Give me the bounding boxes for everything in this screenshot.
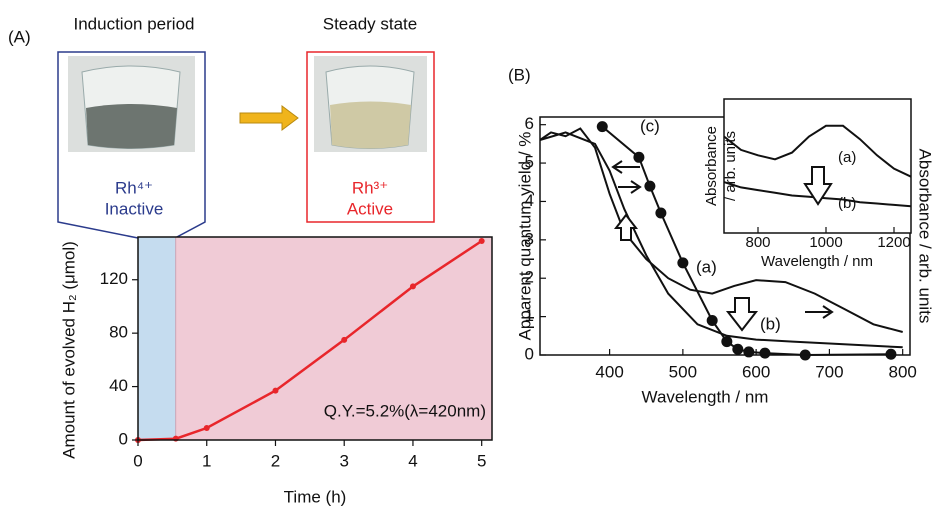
x-axis-label: Time (h): [284, 487, 347, 506]
y-tick-label: 0: [525, 344, 534, 363]
region-activity: Active: [347, 199, 393, 218]
x-tick-label: 600: [742, 362, 770, 381]
x-tick-label: 500: [669, 362, 697, 381]
series-label: (c): [640, 116, 660, 135]
x-tick-label: 800: [888, 362, 916, 381]
series-label: (b): [760, 314, 781, 333]
y-tick-label: 5: [525, 153, 534, 172]
region-activity: Inactive: [105, 199, 164, 218]
plot-frame: [723, 98, 912, 234]
x-tick-label: 5: [477, 451, 486, 470]
series-point: [732, 343, 744, 355]
series-point: [633, 151, 645, 163]
data-point: [272, 387, 279, 394]
series-point: [644, 180, 656, 192]
x-tick-label: 3: [339, 451, 348, 470]
photo-active: [306, 51, 435, 223]
series-line: [539, 131, 903, 349]
x-tick-label: 1200: [877, 234, 910, 251]
data-point: [409, 283, 416, 290]
series-line: [723, 124, 912, 178]
y-tick-label: 4: [525, 191, 534, 210]
y-axis-label: Amount of evolved H₂ (μmol): [59, 241, 78, 459]
y-tick-label: 40: [109, 376, 128, 395]
curve-arrows: [611, 160, 834, 332]
y-tick-label: 80: [109, 323, 128, 342]
series-point: [655, 207, 667, 219]
photo-inactive: [57, 51, 206, 239]
data-point: [341, 336, 348, 343]
y-axis-label: Absorbance: [703, 126, 720, 206]
series-label: (a): [696, 257, 717, 276]
series-line: [539, 127, 903, 333]
series-point: [885, 348, 897, 360]
series-point: [743, 346, 755, 358]
x-tick-label: 700: [815, 362, 843, 381]
region-state: Rh³⁺: [352, 178, 388, 197]
y-axis-label: / arb. units: [722, 131, 739, 201]
panel-label: (A): [8, 27, 31, 46]
series-label: (a): [838, 149, 856, 166]
x-tick-label: 0: [133, 451, 142, 470]
y2-axis-label: Absorbance / arb. units: [916, 149, 935, 324]
data-point: [172, 435, 179, 442]
x-tick-label: 4: [408, 451, 417, 470]
y-tick-label: 3: [525, 229, 534, 248]
x-tick-label: 2: [271, 451, 280, 470]
y-tick-label: 120: [100, 269, 128, 288]
region-label: Induction period: [74, 14, 195, 33]
region-label: Steady state: [323, 14, 418, 33]
data-point: [203, 424, 210, 431]
region-state: Rh⁴⁺: [115, 178, 153, 197]
x-tick-label: 800: [745, 234, 770, 251]
data-point: [478, 238, 485, 245]
series-point: [596, 121, 608, 133]
annotation: Q.Y.=5.2%(λ=420nm): [324, 401, 486, 420]
y-tick-label: 1: [525, 306, 534, 325]
series-point: [677, 257, 689, 269]
series-point: [759, 347, 771, 359]
x-tick-label: 1: [202, 451, 211, 470]
series-point: [721, 336, 733, 348]
panel-label: (B): [508, 65, 531, 84]
y-tick-label: 6: [525, 114, 534, 133]
region: [175, 236, 493, 441]
transition-arrow: [239, 105, 299, 131]
region: [137, 236, 177, 441]
plot-frame: [137, 236, 493, 441]
series-point: [706, 314, 718, 326]
x-axis-label: Wavelength / nm: [761, 253, 873, 270]
y-tick-label: 0: [119, 429, 128, 448]
y-axis-label: Apparent quantum yield / %: [515, 132, 534, 341]
x-tick-label: 1000: [809, 234, 842, 251]
x-tick-label: 400: [595, 362, 623, 381]
y-tick-label: 2: [525, 268, 534, 287]
series-label: (b): [838, 195, 856, 212]
x-axis-label: Wavelength / nm: [642, 387, 769, 406]
